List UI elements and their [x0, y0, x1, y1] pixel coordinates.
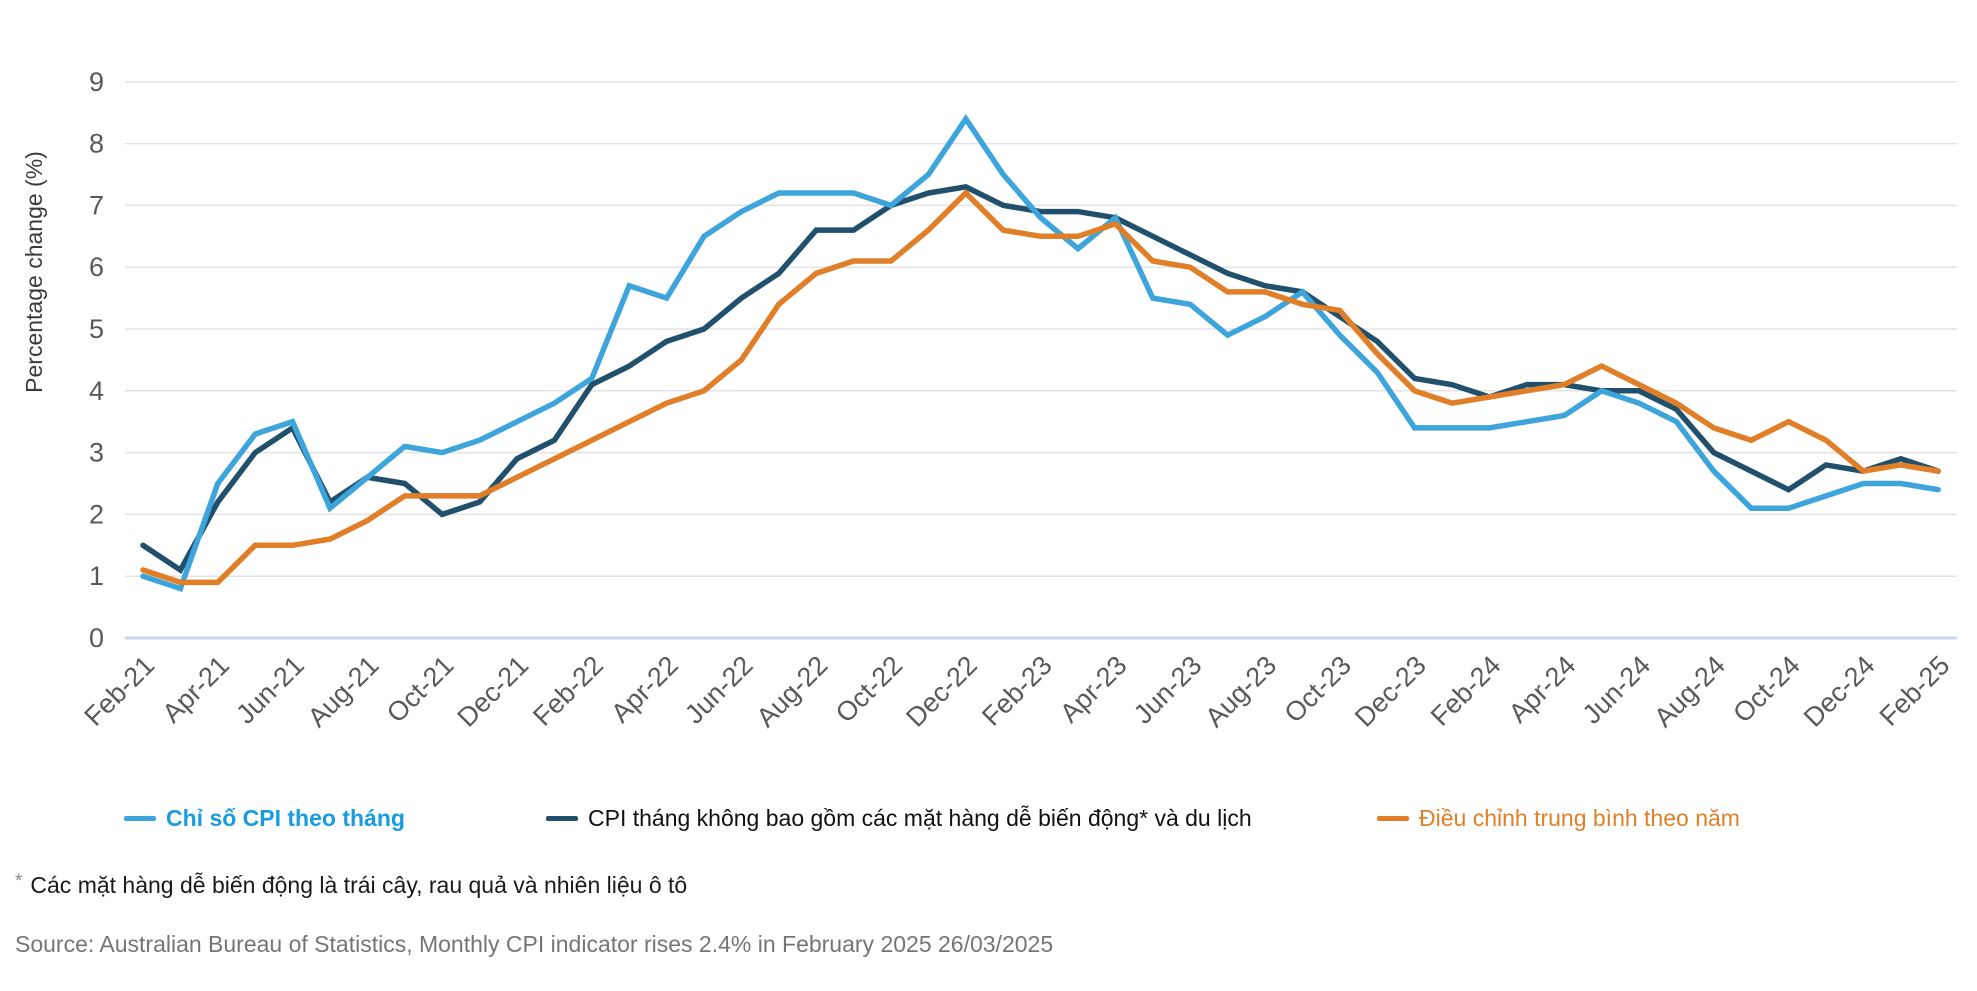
footnote-text: Các mặt hàng dễ biến động là trái cây, r…: [30, 872, 688, 898]
y-tick-label-0: 0: [89, 623, 104, 653]
legend-label-trimmed-mean: Điều chỉnh trung bình theo năm: [1419, 805, 1740, 831]
x-tick-label-Aug-23: Aug-23: [1199, 650, 1282, 733]
x-tick-label-Oct-24: Oct-24: [1727, 650, 1806, 729]
y-tick-label-6: 6: [89, 252, 104, 282]
y-tick-label-2: 2: [89, 499, 104, 529]
x-tick-label-Oct-22: Oct-22: [830, 650, 909, 729]
x-tick-label-Dec-24: Dec-24: [1798, 650, 1881, 733]
y-axis-title: Percentage change (%): [21, 151, 47, 393]
x-tick-label-Feb-24: Feb-24: [1425, 650, 1507, 732]
x-tick-label-Feb-23: Feb-23: [976, 650, 1058, 732]
series-line-0: [140, 113, 1941, 593]
x-tick-label-Aug-24: Aug-24: [1648, 650, 1731, 733]
x-tick-label-Dec-22: Dec-22: [900, 650, 983, 733]
x-tick-label-Feb-22: Feb-22: [527, 650, 609, 732]
x-axis-tick-labels: Feb-21Apr-21Jun-21Aug-21Oct-21Dec-21Feb-…: [79, 650, 1956, 733]
x-tick-label-Jun-22: Jun-22: [679, 650, 759, 730]
y-tick-label-3: 3: [89, 438, 104, 468]
legend-item-cpi-excl-volatile: CPI tháng không bao gồm các mặt hàng dễ …: [546, 803, 1252, 833]
x-tick-label-Oct-23: Oct-23: [1279, 650, 1358, 729]
x-tick-label-Dec-21: Dec-21: [451, 650, 534, 733]
x-tick-label-Feb-25: Feb-25: [1874, 650, 1956, 732]
x-tick-label-Aug-22: Aug-22: [751, 650, 834, 733]
y-tick-label-1: 1: [89, 561, 104, 591]
footnote-asterisk: *: [15, 871, 23, 892]
x-tick-label-Jun-21: Jun-21: [230, 650, 310, 730]
legend-item-cpi-monthly: Chỉ số CPI theo tháng: [124, 803, 405, 833]
y-tick-label-4: 4: [89, 376, 104, 406]
x-tick-label-Aug-21: Aug-21: [302, 650, 385, 733]
y-tick-label-7: 7: [89, 190, 104, 220]
legend-line-swatch-cpi-monthly: [124, 815, 156, 821]
x-tick-label-Feb-21: Feb-21: [79, 650, 161, 732]
y-tick-label-9: 9: [89, 67, 104, 97]
x-tick-label-Dec-23: Dec-23: [1349, 650, 1432, 733]
y-tick-label-5: 5: [89, 314, 104, 344]
x-tick-label-Apr-24: Apr-24: [1503, 650, 1582, 729]
legend-line-swatch-cpi-excl-volatile: [546, 815, 578, 821]
x-tick-label-Jun-24: Jun-24: [1577, 650, 1657, 730]
gridlines: [125, 81, 1957, 640]
x-tick-label-Apr-23: Apr-23: [1054, 650, 1133, 729]
footnote: * Các mặt hàng dễ biến động là trái cây, …: [15, 871, 687, 899]
x-tick-label-Jun-23: Jun-23: [1128, 650, 1208, 730]
x-tick-label-Apr-22: Apr-22: [605, 650, 684, 729]
series-line-1: [140, 184, 1941, 574]
legend-label-cpi-excl-volatile: CPI tháng không bao gồm các mặt hàng dễ …: [588, 805, 1252, 831]
series-line-2: [140, 189, 1941, 586]
chart-legend: Chỉ số CPI theo tháng CPI tháng không ba…: [0, 803, 1977, 849]
x-tick-label-Oct-21: Oct-21: [381, 650, 460, 729]
source-attribution: Source: Australian Bureau of Statistics,…: [15, 931, 1054, 957]
y-tick-label-8: 8: [89, 129, 104, 159]
y-axis-tick-labels: 0 1 2 3 4 5 6 7 8 9: [89, 67, 104, 653]
legend-label-cpi-monthly: Chỉ số CPI theo tháng: [166, 805, 405, 831]
legend-item-trimmed-mean: Điều chỉnh trung bình theo năm: [1377, 803, 1740, 833]
x-tick-label-Apr-21: Apr-21: [157, 650, 236, 729]
series-lines: [140, 113, 1941, 593]
legend-line-swatch-trimmed-mean: [1377, 815, 1409, 821]
